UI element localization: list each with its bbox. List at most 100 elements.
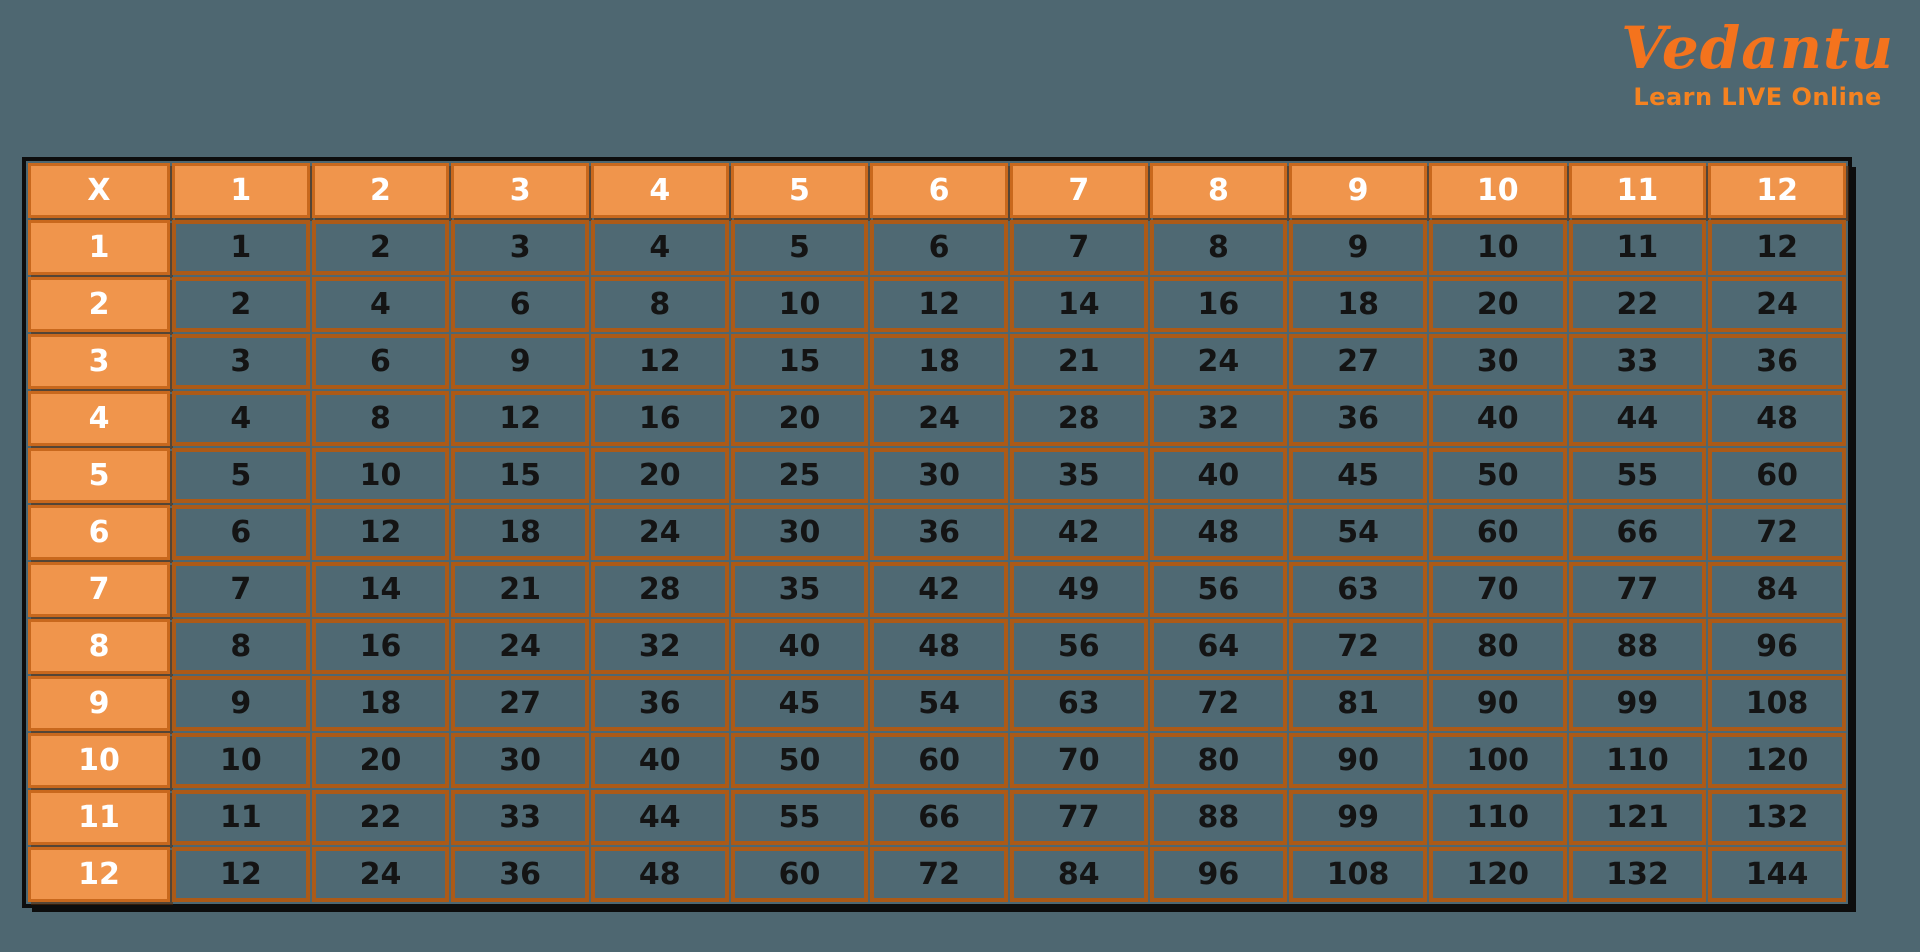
product-cell: 77	[1568, 562, 1707, 617]
product-cell: 4	[311, 277, 450, 332]
row-header-cell: 8	[28, 619, 170, 674]
product-cell: 88	[1568, 619, 1707, 674]
product-cell: 5	[730, 220, 869, 275]
product-cell: 36	[590, 676, 729, 731]
table-row: 6 6 12 18 24 30 36 42 48 54 60 66 72	[28, 505, 1846, 560]
product-cell: 99	[1568, 676, 1707, 731]
vedantu-logo: Vedantu Learn LIVE Online	[1621, 18, 1894, 111]
product-cell: 45	[730, 676, 869, 731]
product-cell: 63	[1009, 676, 1148, 731]
product-cell: 4	[590, 220, 729, 275]
product-cell: 8	[590, 277, 729, 332]
product-cell: 7	[1009, 220, 1148, 275]
product-cell: 72	[870, 847, 1008, 902]
product-cell: 100	[1428, 733, 1567, 788]
product-cell: 32	[1149, 391, 1288, 446]
product-cell: 48	[590, 847, 729, 902]
product-cell: 24	[590, 505, 729, 560]
product-cell: 12	[870, 277, 1008, 332]
product-cell: 90	[1289, 733, 1427, 788]
product-cell: 15	[730, 334, 869, 389]
product-cell: 10	[172, 733, 310, 788]
header-row: X 1 2 3 4 5 6 7 8 9 10 11 12	[28, 163, 1846, 218]
product-cell: 121	[1568, 790, 1707, 845]
product-cell: 16	[590, 391, 729, 446]
product-cell: 120	[1708, 733, 1846, 788]
product-cell: 50	[1428, 448, 1567, 503]
product-cell: 20	[730, 391, 869, 446]
product-cell: 6	[311, 334, 450, 389]
product-cell: 9	[172, 676, 310, 731]
product-cell: 8	[1149, 220, 1288, 275]
row-header-cell: 3	[28, 334, 170, 389]
product-cell: 55	[1568, 448, 1707, 503]
row-header-cell: 9	[28, 676, 170, 731]
column-header-cell: 6	[870, 163, 1008, 218]
product-cell: 72	[1289, 619, 1427, 674]
multiplication-table: X 1 2 3 4 5 6 7 8 9 10 11 12 1 1 2 3 4 5 6 7 8 9 10 11 12 2 2 4 6 8 10…	[26, 161, 1848, 904]
product-cell: 44	[590, 790, 729, 845]
product-cell: 56	[1009, 619, 1148, 674]
column-header-cell: 3	[451, 163, 589, 218]
product-cell: 33	[451, 790, 589, 845]
product-cell: 28	[1009, 391, 1148, 446]
product-cell: 50	[730, 733, 869, 788]
product-cell: 66	[1568, 505, 1707, 560]
product-cell: 12	[451, 391, 589, 446]
product-cell: 132	[1708, 790, 1846, 845]
product-cell: 55	[730, 790, 869, 845]
multiplication-table-frame: X 1 2 3 4 5 6 7 8 9 10 11 12 1 1 2 3 4 5 6 7 8 9 10 11 12 2 2 4 6 8 10…	[22, 157, 1852, 908]
product-cell: 24	[451, 619, 589, 674]
row-header-cell: 2	[28, 277, 170, 332]
product-cell: 8	[311, 391, 450, 446]
product-cell: 14	[311, 562, 450, 617]
product-cell: 35	[730, 562, 869, 617]
product-cell: 96	[1149, 847, 1288, 902]
product-cell: 132	[1568, 847, 1707, 902]
product-cell: 70	[1009, 733, 1148, 788]
product-cell: 7	[172, 562, 310, 617]
corner-cell: X	[28, 163, 170, 218]
product-cell: 4	[172, 391, 310, 446]
product-cell: 36	[1708, 334, 1846, 389]
table-row: 4 4 8 12 16 20 24 28 32 36 40 44 48	[28, 391, 1846, 446]
product-cell: 24	[1708, 277, 1846, 332]
product-cell: 6	[870, 220, 1008, 275]
table-header-row: X 1 2 3 4 5 6 7 8 9 10 11 12	[28, 163, 1846, 218]
product-cell: 5	[172, 448, 310, 503]
product-cell: 10	[1428, 220, 1567, 275]
row-header-cell: 6	[28, 505, 170, 560]
product-cell: 36	[870, 505, 1008, 560]
column-header-cell: 9	[1289, 163, 1427, 218]
column-header-cell: 2	[311, 163, 450, 218]
table-row: 3 3 6 9 12 15 18 21 24 27 30 33 36	[28, 334, 1846, 389]
product-cell: 11	[172, 790, 310, 845]
product-cell: 35	[1009, 448, 1148, 503]
row-header-cell: 1	[28, 220, 170, 275]
product-cell: 20	[590, 448, 729, 503]
product-cell: 56	[1149, 562, 1288, 617]
column-header-cell: 10	[1428, 163, 1567, 218]
product-cell: 72	[1149, 676, 1288, 731]
product-cell: 22	[311, 790, 450, 845]
product-cell: 9	[1289, 220, 1427, 275]
table-row: 10 10 20 30 40 50 60 70 80 90 100 110 120	[28, 733, 1846, 788]
table-row: 5 5 10 15 20 25 30 35 40 45 50 55 60	[28, 448, 1846, 503]
product-cell: 84	[1009, 847, 1148, 902]
product-cell: 22	[1568, 277, 1707, 332]
product-cell: 20	[311, 733, 450, 788]
row-header-cell: 4	[28, 391, 170, 446]
product-cell: 108	[1289, 847, 1427, 902]
product-cell: 24	[311, 847, 450, 902]
product-cell: 27	[1289, 334, 1427, 389]
product-cell: 60	[730, 847, 869, 902]
product-cell: 30	[451, 733, 589, 788]
product-cell: 30	[730, 505, 869, 560]
column-header-cell: 1	[172, 163, 310, 218]
vedantu-tagline: Learn LIVE Online	[1633, 82, 1882, 111]
table-row: 1 1 2 3 4 5 6 7 8 9 10 11 12	[28, 220, 1846, 275]
product-cell: 42	[870, 562, 1008, 617]
product-cell: 90	[1428, 676, 1567, 731]
product-cell: 36	[1289, 391, 1427, 446]
product-cell: 40	[590, 733, 729, 788]
